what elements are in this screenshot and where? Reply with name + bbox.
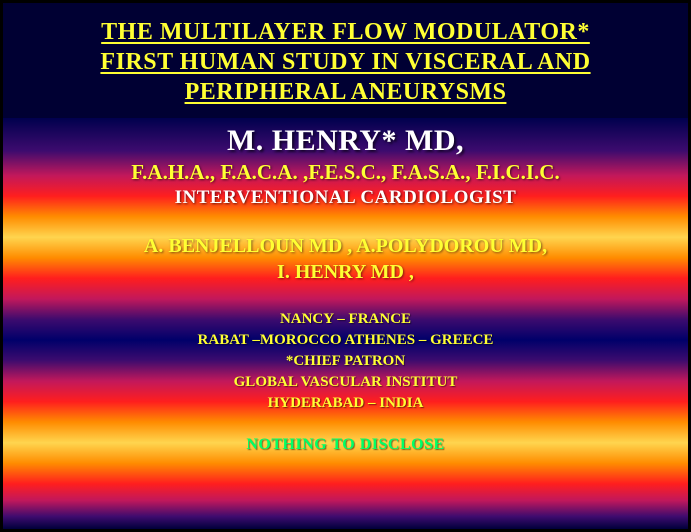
coauthors-line-1: A. BENJELLOUN MD , A.POLYDOROU MD, bbox=[3, 233, 688, 259]
title-line-1: THE MULTILAYER FLOW MODULATOR* bbox=[13, 17, 678, 47]
affiliations-block: NANCY – FRANCE RABAT –MOROCCO ATHENES – … bbox=[3, 309, 688, 414]
lead-author-name: M. HENRY* MD, bbox=[3, 124, 688, 158]
affiliation-line-3: *CHIEF PATRON bbox=[3, 351, 688, 372]
title-band: THE MULTILAYER FLOW MODULATOR* FIRST HUM… bbox=[0, 0, 691, 118]
coauthors-line-2: I. HENRY MD , bbox=[3, 259, 688, 285]
fellowships-text: F.A.H.A., F.A.C.A. ,F.E.S.C., F.A.S.A., … bbox=[3, 160, 688, 185]
affiliation-line-1: NANCY – FRANCE bbox=[3, 309, 688, 330]
title-line-2: FIRST HUMAN STUDY IN VISCERAL AND bbox=[13, 47, 678, 77]
body-band: M. HENRY* MD, F.A.H.A., F.A.C.A. ,F.E.S.… bbox=[0, 118, 691, 532]
presentation-slide: THE MULTILAYER FLOW MODULATOR* FIRST HUM… bbox=[0, 0, 691, 532]
disclosure-text: NOTHING TO DISCLOSE bbox=[3, 436, 688, 454]
affiliation-line-2: RABAT –MOROCCO ATHENES – GREECE bbox=[3, 330, 688, 351]
title-line-3: PERIPHERAL ANEURYSMS bbox=[13, 77, 678, 107]
affiliation-line-4: GLOBAL VASCULAR INSTITUT bbox=[3, 372, 688, 393]
role-text: INTERVENTIONAL CARDIOLOGIST bbox=[3, 187, 688, 209]
affiliation-line-5: HYDERABAD – INDIA bbox=[3, 393, 688, 414]
coauthors-block: A. BENJELLOUN MD , A.POLYDOROU MD, I. HE… bbox=[3, 233, 688, 285]
